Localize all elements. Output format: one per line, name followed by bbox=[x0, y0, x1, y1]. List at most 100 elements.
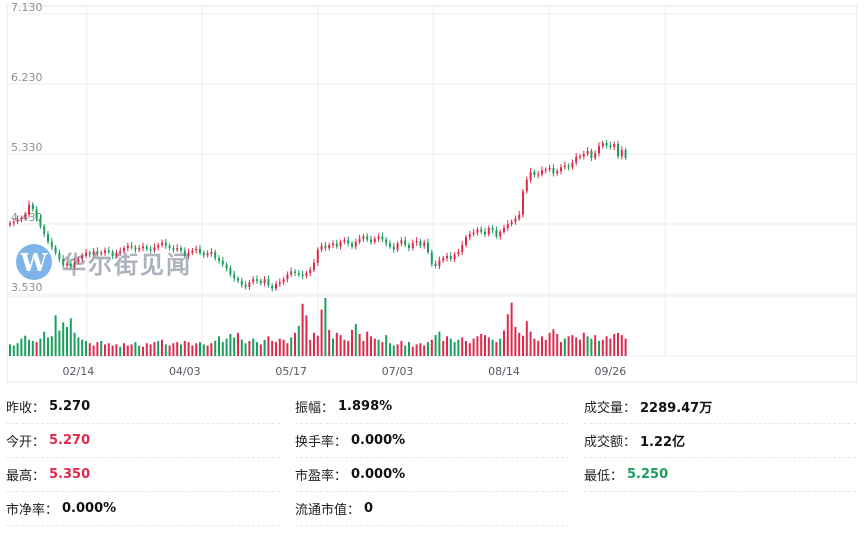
candle-body bbox=[92, 251, 95, 255]
candle-body bbox=[180, 248, 182, 251]
x-tick-label: 05/17 bbox=[275, 365, 307, 378]
volume-bar bbox=[411, 346, 414, 356]
candle-body bbox=[275, 283, 277, 289]
kline-chart[interactable]: 7.130 6.230 5.330 4.430 3.530 02/14 04/03 05/17… bbox=[0, 0, 865, 385]
candle-body bbox=[206, 253, 209, 256]
stat-value: 5.350 bbox=[49, 467, 91, 482]
stat-label: 市净率： bbox=[6, 503, 59, 518]
stat-value: 0.000% bbox=[351, 467, 406, 482]
volume-bar bbox=[472, 338, 475, 356]
volume-bar bbox=[202, 344, 205, 356]
stat-value: 1.22亿 bbox=[640, 435, 686, 450]
candle-body bbox=[282, 279, 285, 283]
volume-bar bbox=[544, 339, 547, 356]
volume-bar bbox=[54, 315, 57, 356]
candle-body bbox=[548, 168, 551, 170]
volume-bar bbox=[373, 338, 376, 356]
candle-body bbox=[552, 168, 555, 174]
candle-body bbox=[9, 223, 11, 225]
candle-body bbox=[537, 174, 540, 176]
volume-bar bbox=[172, 343, 175, 356]
volume-bar bbox=[609, 338, 612, 356]
candle-body bbox=[123, 248, 125, 252]
candle-body bbox=[514, 218, 517, 222]
candle-body bbox=[518, 214, 521, 219]
volume-bar bbox=[567, 336, 570, 356]
candle-body bbox=[571, 162, 574, 168]
candle-body bbox=[305, 273, 308, 277]
stat-value: 5.270 bbox=[49, 433, 91, 448]
candle-body bbox=[172, 248, 175, 250]
volume-bar bbox=[442, 340, 445, 356]
stat-prev-close: 昨收： 5.270 bbox=[6, 390, 280, 424]
candle-body bbox=[358, 238, 361, 242]
y-tick-label: 6.230 bbox=[11, 71, 43, 84]
volume-bar bbox=[594, 335, 597, 356]
candle-body bbox=[601, 143, 604, 147]
volume-bar bbox=[153, 342, 156, 356]
volume-bar bbox=[354, 324, 357, 356]
candle-body bbox=[620, 150, 623, 157]
stat-value: 2289.47万 bbox=[640, 401, 713, 416]
candle-body bbox=[510, 221, 513, 224]
volume-bar bbox=[385, 335, 388, 356]
volume-bar bbox=[164, 344, 167, 356]
candle-body bbox=[35, 209, 38, 219]
volume-bar bbox=[457, 339, 460, 356]
candle-body bbox=[617, 143, 619, 157]
candle-body bbox=[366, 236, 369, 240]
volume-bar bbox=[77, 337, 80, 356]
candle-body bbox=[237, 278, 239, 281]
volume-bar bbox=[362, 340, 365, 356]
volume-bar bbox=[96, 342, 99, 356]
volume-bar bbox=[85, 340, 87, 356]
candle-body bbox=[218, 258, 220, 261]
candle-body bbox=[149, 248, 152, 251]
candle-body bbox=[31, 204, 34, 210]
candle-body bbox=[586, 150, 589, 154]
candle-body bbox=[389, 243, 391, 247]
volume-bar bbox=[157, 340, 160, 356]
stat-pb: 市净率： 0.000% bbox=[6, 492, 280, 526]
volume-bar bbox=[248, 340, 251, 356]
candle-body bbox=[522, 191, 524, 215]
candle-body bbox=[370, 239, 372, 242]
volume-bar bbox=[92, 345, 95, 356]
candle-body bbox=[58, 252, 61, 259]
volume-bar bbox=[400, 340, 403, 356]
candle-body bbox=[579, 156, 581, 158]
volume-bar bbox=[392, 345, 395, 356]
candle-body bbox=[461, 245, 464, 252]
volume-bar bbox=[237, 332, 239, 356]
candle-body bbox=[556, 171, 559, 174]
candle-body bbox=[457, 252, 460, 255]
volume-bar bbox=[275, 342, 277, 356]
candle-body bbox=[104, 250, 106, 253]
volume-bar bbox=[499, 338, 502, 356]
candle-body bbox=[465, 237, 467, 245]
candle-body bbox=[328, 245, 331, 249]
volume-bar bbox=[183, 340, 186, 356]
volume-bar bbox=[563, 338, 566, 356]
candle-body bbox=[324, 245, 327, 249]
volume-bar bbox=[339, 335, 342, 356]
stat-label: 换手率： bbox=[295, 435, 348, 450]
candle-body bbox=[609, 145, 612, 147]
candle-body bbox=[605, 143, 608, 146]
volume-bar bbox=[605, 336, 608, 356]
stat-label: 最高： bbox=[6, 469, 46, 484]
candle-body bbox=[313, 262, 315, 270]
volume-bar bbox=[518, 332, 521, 356]
candle-body bbox=[499, 231, 502, 237]
candle-body bbox=[286, 274, 289, 280]
candle-body bbox=[503, 227, 505, 232]
volume-bar bbox=[533, 338, 536, 356]
volume-bar bbox=[229, 333, 232, 356]
volume-bar bbox=[66, 327, 68, 356]
volume-bar bbox=[50, 336, 53, 356]
candle-body bbox=[100, 252, 103, 254]
candle-body bbox=[332, 243, 334, 245]
candle-body bbox=[126, 245, 129, 249]
candle-body bbox=[278, 282, 281, 284]
stat-amplitude: 振幅： 1.898% bbox=[295, 390, 569, 424]
